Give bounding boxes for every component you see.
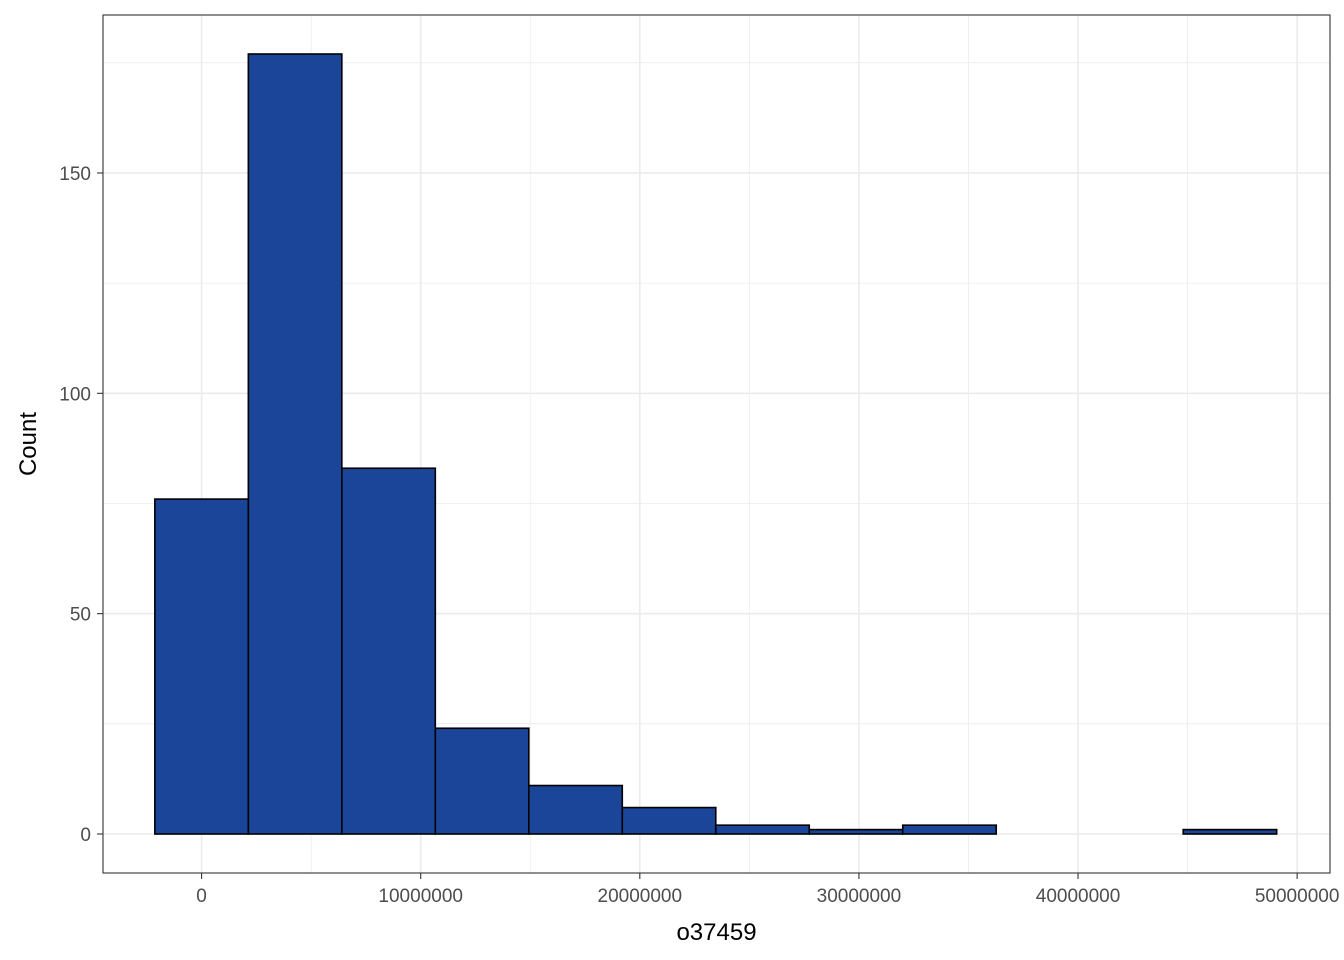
histogram-bar-9 bbox=[901, 824, 998, 835]
y-tick-label: 0 bbox=[80, 825, 91, 846]
panel-border bbox=[102, 14, 1331, 874]
x-axis-ticks: 0 10000000 20000000 30000000 40000000 5000000… bbox=[196, 873, 1339, 907]
x-tick-label: 10000000 bbox=[378, 886, 463, 907]
x-tick-label: 0 bbox=[196, 886, 207, 907]
histogram-bar-3 bbox=[341, 467, 437, 835]
histogram-bar-12 bbox=[1182, 828, 1278, 835]
histogram-bar-5 bbox=[527, 784, 624, 835]
histogram-bars bbox=[154, 53, 1278, 835]
y-tick-label: 50 bbox=[70, 605, 91, 626]
histogram-bar-1 bbox=[154, 498, 250, 835]
histogram-bar-6 bbox=[621, 806, 717, 835]
histogram-bar-2 bbox=[247, 53, 343, 835]
histogram-bar-4 bbox=[434, 727, 530, 835]
x-tick-label: 30000000 bbox=[817, 886, 902, 907]
y-axis-ticks: 0 50 100 150 bbox=[59, 164, 103, 846]
y-axis-title: Count bbox=[15, 412, 42, 476]
x-tick-label: 50000000 bbox=[1255, 886, 1340, 907]
x-tick-label: 20000000 bbox=[598, 886, 683, 907]
x-tick-label: 40000000 bbox=[1036, 886, 1121, 907]
y-tick-label: 100 bbox=[59, 384, 91, 405]
y-tick-label: 150 bbox=[59, 164, 91, 185]
x-axis-title: o37459 bbox=[676, 919, 756, 946]
histogram-bar-7 bbox=[714, 824, 811, 835]
histogram-bar-8 bbox=[808, 828, 904, 835]
